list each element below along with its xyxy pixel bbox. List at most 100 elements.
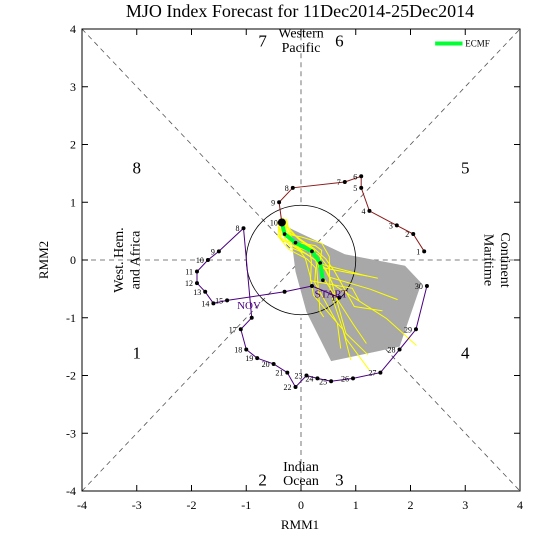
observed-point bbox=[290, 185, 295, 190]
day-label: 26 bbox=[341, 374, 349, 383]
observed-point bbox=[351, 376, 356, 381]
observed-point bbox=[271, 361, 276, 366]
y-tick-label: -1 bbox=[66, 311, 76, 325]
day-label: 19 bbox=[245, 354, 253, 363]
phase-number: 4 bbox=[461, 343, 470, 362]
day-label: 30 bbox=[415, 282, 423, 291]
ecmf-point bbox=[310, 249, 314, 254]
observed-point bbox=[216, 249, 221, 254]
x-tick-label: -4 bbox=[77, 498, 87, 512]
day-label: 24 bbox=[305, 374, 313, 383]
observed-point bbox=[244, 347, 249, 352]
day-label: 21 bbox=[275, 369, 283, 378]
day-label: 1 bbox=[416, 247, 420, 256]
ensemble-member-line bbox=[285, 218, 383, 312]
day-label: 18 bbox=[234, 346, 242, 355]
x-axis-label: RMM1 bbox=[281, 517, 319, 532]
day-label: 22 bbox=[284, 383, 292, 392]
phase-number: 5 bbox=[461, 159, 470, 178]
x-tick-label: 2 bbox=[408, 498, 414, 512]
day-label: 20 bbox=[262, 360, 270, 369]
observed-point bbox=[394, 223, 399, 228]
day-label: 9 bbox=[211, 247, 215, 256]
day-label: 10 bbox=[270, 218, 278, 227]
observed-point bbox=[304, 373, 309, 378]
day-label: 14 bbox=[201, 299, 209, 308]
observed-point bbox=[285, 370, 290, 375]
phase-number: 8 bbox=[133, 159, 142, 178]
day-label: 6 bbox=[353, 172, 357, 181]
observed-point bbox=[211, 301, 216, 306]
observed-point bbox=[282, 289, 287, 294]
day-label: 11 bbox=[185, 268, 193, 277]
observed-point bbox=[255, 356, 260, 361]
day-label: 1 bbox=[331, 294, 335, 303]
x-tick-label: 4 bbox=[517, 498, 523, 512]
observed-point bbox=[249, 315, 254, 320]
region-label-top: Pacific bbox=[282, 41, 321, 56]
day-label: 2 bbox=[405, 230, 409, 239]
observed-point bbox=[359, 185, 364, 190]
day-label: 3 bbox=[389, 221, 393, 230]
observed-point bbox=[329, 379, 334, 384]
x-tick-label: -3 bbox=[132, 498, 142, 512]
observed-point bbox=[205, 258, 210, 262]
day-label: 9 bbox=[271, 198, 275, 207]
y-tick-label: 0 bbox=[70, 253, 76, 267]
day-label: 29 bbox=[404, 325, 412, 334]
region-label-left: and Africa bbox=[128, 230, 143, 289]
ensemble-member-line bbox=[277, 218, 342, 349]
observed-point bbox=[277, 200, 282, 205]
day-label: 8 bbox=[285, 184, 289, 193]
observed-point bbox=[203, 289, 208, 294]
observed-point bbox=[194, 281, 199, 286]
start-label: START bbox=[314, 289, 348, 301]
y-tick-label: 2 bbox=[70, 138, 76, 152]
day-label: 4 bbox=[361, 207, 365, 216]
day-label: 28 bbox=[388, 346, 396, 355]
plot-area: -4 -3 -2 -1 0 1 2 3 4-4-3-2-10123411514131211109… bbox=[66, 22, 523, 512]
x-tick-label: 1 bbox=[353, 498, 359, 512]
legend-label-ecmf: ECMF bbox=[465, 38, 490, 48]
region-label-top: Western bbox=[278, 27, 324, 42]
phase-number: 1 bbox=[133, 343, 142, 362]
current-position-marker bbox=[277, 218, 286, 227]
x-tick-label: 0 bbox=[298, 498, 304, 512]
phase-number: 6 bbox=[335, 32, 344, 51]
ecmf-point bbox=[293, 240, 298, 245]
region-label-bottom: Ocean bbox=[283, 474, 319, 489]
observed-point bbox=[413, 327, 418, 332]
y-tick-label: -3 bbox=[66, 426, 76, 440]
day-label: 12 bbox=[185, 279, 193, 288]
region-label-right: Continent bbox=[497, 232, 512, 287]
y-axis-label: RMM2 bbox=[36, 241, 51, 279]
observed-point bbox=[424, 283, 429, 288]
region-label-left: West. Hem. bbox=[112, 227, 127, 292]
observed-point bbox=[241, 226, 246, 231]
observed-point bbox=[367, 208, 372, 213]
day-label: 17 bbox=[229, 325, 237, 334]
observed-point bbox=[293, 385, 298, 390]
observed-point bbox=[378, 370, 383, 375]
phase-number: 3 bbox=[335, 470, 344, 489]
day-label: 27 bbox=[368, 369, 376, 378]
phase-number: 2 bbox=[258, 470, 267, 489]
y-tick-label: 3 bbox=[70, 80, 76, 94]
ecmf-mean-line bbox=[279, 222, 325, 281]
x-tick-label: -1 bbox=[241, 498, 251, 512]
now-label: NOV bbox=[237, 300, 261, 312]
ecmf-point bbox=[318, 261, 322, 265]
observed-line-december bbox=[278, 175, 425, 252]
chart-title: MJO Index Forecast for 11Dec2014-25Dec20… bbox=[126, 1, 474, 21]
day-label: 25 bbox=[319, 377, 327, 386]
y-tick-label: -4 bbox=[66, 484, 76, 498]
x-tick-label: 3 bbox=[462, 498, 468, 512]
ecmf-point bbox=[321, 278, 325, 283]
y-tick-label: 4 bbox=[70, 22, 76, 36]
day-label: 13 bbox=[193, 288, 201, 297]
day-label: 15 bbox=[215, 296, 223, 305]
phase-number: 7 bbox=[258, 32, 267, 51]
day-label: 8 bbox=[236, 224, 240, 233]
